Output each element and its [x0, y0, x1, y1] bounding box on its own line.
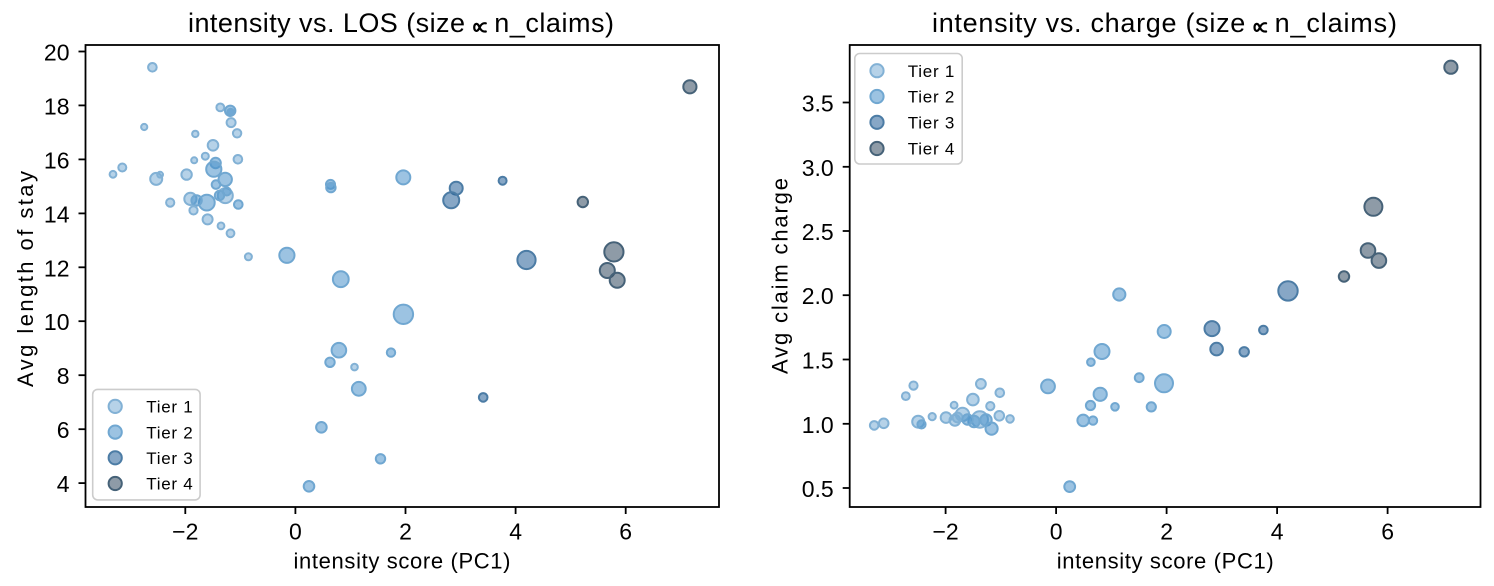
svg-text:Avg length of stay: Avg length of stay [13, 171, 38, 387]
svg-text:Tier 4: Tier 4 [146, 475, 193, 494]
svg-text:Tier 2: Tier 2 [908, 88, 955, 107]
svg-text:3.0: 3.0 [802, 155, 834, 181]
svg-text:2.5: 2.5 [802, 219, 834, 245]
svg-text:intensity vs. charge (size: intensity vs. charge (size [932, 8, 1245, 38]
svg-text:Tier 2: Tier 2 [146, 423, 193, 442]
svg-text:20: 20 [44, 40, 70, 66]
svg-text:intensity vs. LOS (size: intensity vs. LOS (size [188, 8, 465, 38]
svg-text:n_claims): n_claims) [494, 8, 614, 38]
svg-text:0: 0 [1050, 519, 1063, 545]
svg-text:n_claims): n_claims) [1275, 8, 1397, 38]
svg-text:12: 12 [44, 255, 70, 281]
svg-text:−2: −2 [932, 519, 958, 545]
svg-text:Avg claim charge: Avg claim charge [768, 178, 793, 374]
svg-text:6: 6 [619, 519, 632, 545]
svg-text:Tier 3: Tier 3 [908, 114, 955, 133]
svg-text:0.5: 0.5 [802, 476, 834, 502]
svg-text:1.0: 1.0 [802, 412, 834, 438]
svg-text:6: 6 [57, 417, 70, 443]
svg-text:6: 6 [1381, 519, 1394, 545]
svg-text:2: 2 [1160, 519, 1173, 545]
svg-text:intensity score (PC1): intensity score (PC1) [1057, 549, 1274, 574]
svg-text:3.5: 3.5 [802, 91, 834, 117]
svg-text:4: 4 [1271, 519, 1284, 545]
svg-text:intensity score (PC1): intensity score (PC1) [294, 549, 511, 574]
svg-text:14: 14 [44, 201, 70, 227]
svg-text:Tier 3: Tier 3 [146, 449, 193, 468]
svg-text:4: 4 [57, 471, 70, 497]
svg-text:8: 8 [57, 363, 70, 389]
svg-text:−2: −2 [172, 519, 198, 545]
svg-text:4: 4 [509, 519, 522, 545]
svg-text:16: 16 [44, 147, 70, 173]
svg-text:2: 2 [399, 519, 412, 545]
svg-text:18: 18 [44, 93, 70, 119]
svg-text:10: 10 [44, 309, 70, 335]
svg-text:2.0: 2.0 [802, 283, 834, 309]
svg-text:Tier 1: Tier 1 [146, 398, 193, 417]
svg-text:0: 0 [289, 519, 302, 545]
svg-text:Tier 4: Tier 4 [908, 140, 955, 159]
svg-text:1.5: 1.5 [802, 348, 834, 374]
svg-text:Tier 1: Tier 1 [908, 62, 955, 81]
